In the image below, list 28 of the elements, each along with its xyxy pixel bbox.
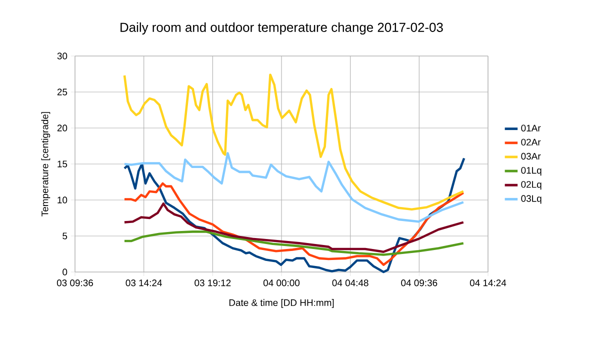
- x-tick-label: 03 14:24: [126, 280, 162, 286]
- legend-label: 01Lq: [521, 166, 542, 176]
- y-tick-label: 15: [58, 160, 68, 168]
- line-series: [123, 157, 466, 274]
- line-series: [123, 152, 465, 223]
- y-tick-label: 25: [57, 88, 68, 96]
- legend-label: 02Lq: [521, 181, 542, 190]
- y-tick-label: 20: [57, 124, 68, 132]
- y-tick-label: 0: [62, 268, 68, 276]
- legend-label: 01Ar: [521, 124, 541, 132]
- x-tick-label: 03 09:36: [56, 280, 93, 286]
- y-tick-label: 30: [57, 52, 68, 60]
- x-tick-label: 04 09:36: [401, 280, 438, 286]
- legend-label: 03Lq: [521, 195, 542, 204]
- line-series: [123, 74, 465, 211]
- x-tick-label: 03 19:12: [194, 280, 231, 286]
- legend-label: 03Ar: [521, 152, 541, 160]
- line-series: [123, 182, 465, 266]
- x-tick-label: 04 14:24: [470, 280, 506, 286]
- y-axis-title: Temperature [centigrade]: [41, 112, 50, 216]
- legend-label: 02Ar: [521, 138, 541, 146]
- x-axis-title: Date & time [DD HH:mm]: [229, 299, 334, 308]
- chart-title: Daily room and outdoor temperature change 2017-02-03: [120, 22, 443, 35]
- x-tick-label: 04 00:00: [263, 280, 300, 286]
- x-tick-label: 04 04:48: [332, 280, 368, 286]
- y-tick-label: 10: [58, 196, 68, 204]
- line-series: [123, 230, 465, 256]
- y-tick-label: 5: [62, 232, 68, 240]
